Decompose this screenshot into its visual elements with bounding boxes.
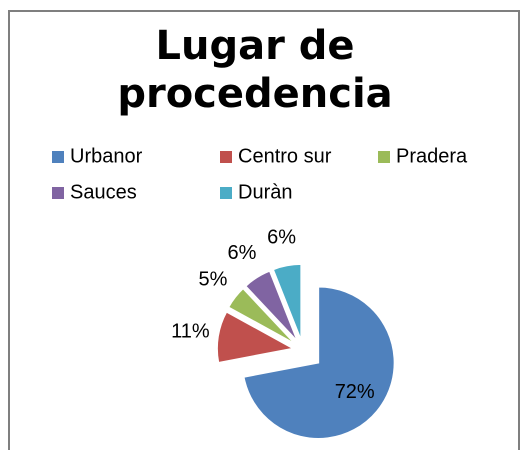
pie-slice xyxy=(216,310,296,364)
legend-label: Centro sur xyxy=(238,145,332,167)
legend-swatch xyxy=(220,187,232,199)
data-label: 5% xyxy=(198,268,227,290)
data-label: 72% xyxy=(335,381,375,403)
legend-label: Urbanor xyxy=(70,145,143,167)
legend-swatch xyxy=(378,151,390,163)
legend-swatch xyxy=(52,187,64,199)
chart-title: Lugar de procedencia xyxy=(117,23,393,117)
pie-slice xyxy=(242,285,396,440)
pie-slice xyxy=(272,263,302,341)
pie-slice xyxy=(244,269,299,343)
legend-swatch xyxy=(52,151,64,163)
data-label: 6% xyxy=(267,226,296,248)
data-label: 11% xyxy=(171,320,210,342)
legend-label: Duràn xyxy=(238,181,292,203)
legend-swatch xyxy=(220,151,232,163)
pie-slice xyxy=(227,287,296,345)
legend-label: Sauces xyxy=(70,181,137,203)
legend-label: Pradera xyxy=(396,145,468,167)
data-label: 6% xyxy=(227,242,256,264)
